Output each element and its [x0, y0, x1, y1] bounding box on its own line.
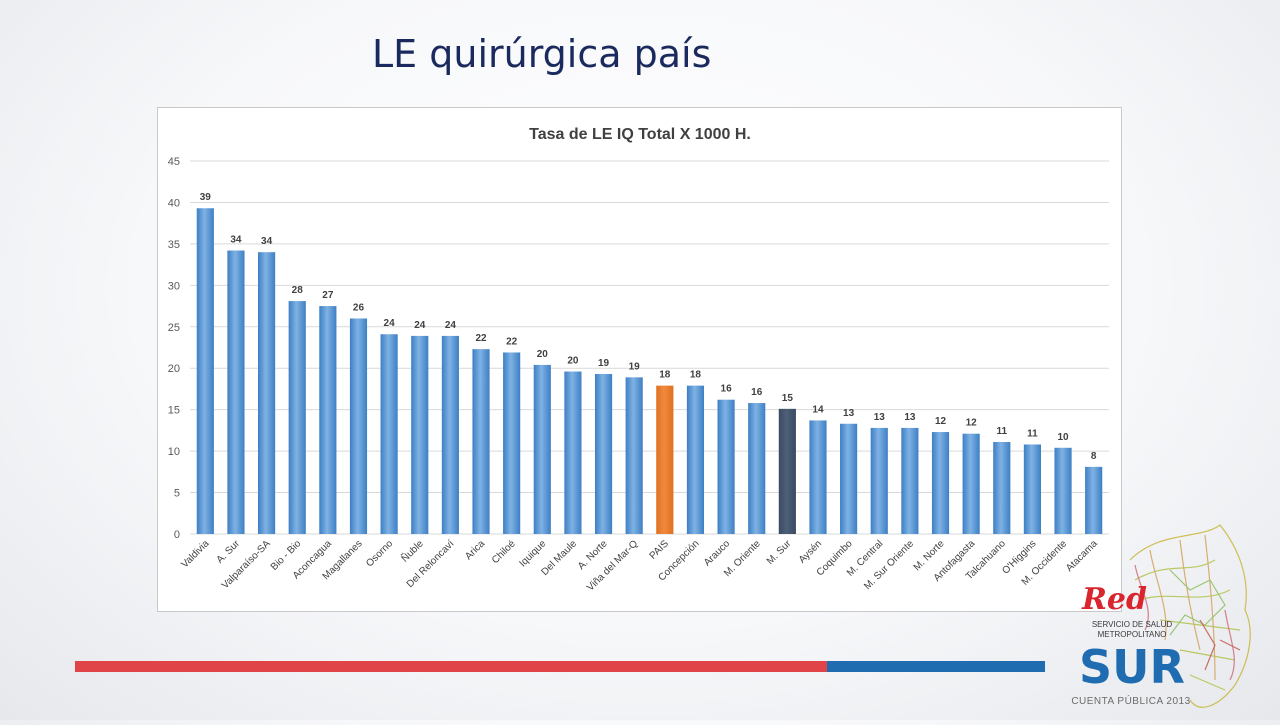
bar — [931, 432, 950, 534]
x-tick-label: Arica — [463, 538, 487, 562]
data-label: 11 — [1027, 428, 1038, 439]
logo-tagline: CUENTA PÚBLICA 2013 — [1071, 696, 1191, 707]
data-label: 13 — [874, 412, 886, 423]
x-tick-label: Osorno — [364, 538, 395, 569]
data-label: 20 — [537, 349, 549, 360]
data-label: 34 — [230, 235, 242, 246]
data-label: 16 — [721, 384, 733, 395]
bar — [258, 252, 276, 534]
data-label: 26 — [353, 302, 365, 313]
y-tick-label: 35 — [168, 239, 180, 251]
bar — [533, 364, 551, 534]
bar — [625, 377, 643, 534]
bar — [441, 335, 459, 534]
y-tick-label: 30 — [168, 280, 180, 292]
bar — [1054, 447, 1072, 534]
bar — [840, 423, 858, 534]
bar — [380, 334, 398, 534]
map-logo-graphic — [1129, 524, 1251, 708]
logo-line2: METROPOLITANO — [1097, 630, 1167, 639]
data-label: 15 — [782, 393, 794, 404]
slide-title: LE quirúrgica país — [372, 32, 712, 76]
chart-title: Tasa de LE IQ Total X 1000 H. — [529, 126, 751, 143]
bar-chart: Tasa de LE IQ Total X 1000 H. 0 5 10 15 20 25… — [168, 126, 1109, 594]
x-tick-label: PAIS — [648, 538, 672, 562]
bar — [962, 433, 980, 534]
data-label: 12 — [935, 416, 947, 427]
data-label: 27 — [322, 290, 334, 301]
x-tick-label: Ñuble — [398, 537, 426, 565]
data-label: 39 — [200, 192, 212, 203]
bar — [411, 335, 429, 534]
x-tick-label: Chiloé — [490, 538, 518, 566]
y-tick-label: 0 — [174, 529, 180, 541]
logo-brand-mark: Red — [1082, 582, 1147, 617]
data-label: 22 — [506, 336, 518, 347]
bar — [656, 385, 674, 534]
data-label: 14 — [812, 404, 824, 415]
bar — [564, 371, 582, 534]
data-label: 11 — [996, 426, 1007, 437]
x-tick-label: Aysén — [797, 538, 824, 565]
x-tick-label: M. Sur — [765, 538, 794, 567]
gridlines — [190, 160, 1109, 535]
logo-name: SUR — [1079, 640, 1185, 694]
y-tick-label: 15 — [168, 405, 180, 417]
bar — [594, 374, 613, 534]
data-label: 18 — [690, 370, 702, 381]
bar — [319, 306, 337, 534]
data-label: 20 — [567, 356, 579, 367]
x-tick-label: A. Sur — [215, 538, 243, 566]
data-label: 19 — [629, 361, 641, 372]
bar — [196, 208, 214, 534]
data-label: 12 — [966, 418, 978, 429]
bar — [901, 427, 919, 534]
data-label: 10 — [1057, 432, 1069, 443]
red-sur-logo: Red SERVICIO DE SALUD METROPOLITANO SUR … — [1040, 520, 1280, 720]
data-label: 19 — [598, 358, 610, 369]
data-label: 16 — [751, 387, 763, 398]
logo-line1: SERVICIO DE SALUD — [1091, 620, 1173, 629]
bar — [1085, 466, 1103, 534]
y-tick-label: 45 — [168, 156, 180, 168]
x-tick-label: Arauco — [702, 538, 732, 568]
bar — [717, 399, 735, 534]
bar — [503, 352, 521, 534]
bar — [778, 408, 796, 534]
data-labels: 39 34 34 28 27 26 24 24 24 22 22 20 20 19 19 18 18 16 16 15… — [200, 192, 1097, 462]
bar — [748, 403, 766, 534]
bar — [686, 385, 705, 534]
footer-stripe-blue — [827, 661, 1045, 672]
bars — [196, 208, 1103, 534]
data-label: 24 — [384, 318, 396, 329]
y-tick-label: 10 — [168, 446, 180, 458]
chart-frame: Tasa de LE IQ Total X 1000 H. 0 5 10 15 20 25… — [157, 107, 1122, 612]
bar — [809, 420, 827, 534]
data-label: 34 — [261, 236, 273, 247]
data-label: 24 — [445, 320, 457, 331]
data-label: 28 — [292, 285, 304, 296]
y-tick-label: 40 — [168, 197, 180, 209]
data-label: 22 — [475, 333, 487, 344]
data-label: 18 — [659, 370, 671, 381]
bar — [349, 318, 368, 534]
y-axis-ticks: 0 5 10 15 20 25 30 35 40 45 — [168, 156, 180, 541]
data-label: 13 — [904, 412, 916, 423]
bar — [472, 349, 490, 534]
bar — [870, 427, 888, 534]
bar — [227, 250, 245, 534]
data-label: 13 — [843, 408, 855, 419]
x-tick-label: Valdivia — [179, 538, 211, 570]
data-label: 8 — [1091, 451, 1097, 462]
data-label: 24 — [414, 320, 426, 331]
bar — [1023, 444, 1041, 534]
y-tick-label: 5 — [174, 488, 180, 500]
footer-stripe-red — [75, 661, 827, 672]
y-tick-label: 20 — [168, 363, 180, 375]
y-tick-label: 25 — [168, 322, 180, 334]
bar — [288, 301, 306, 534]
bar — [993, 441, 1011, 534]
